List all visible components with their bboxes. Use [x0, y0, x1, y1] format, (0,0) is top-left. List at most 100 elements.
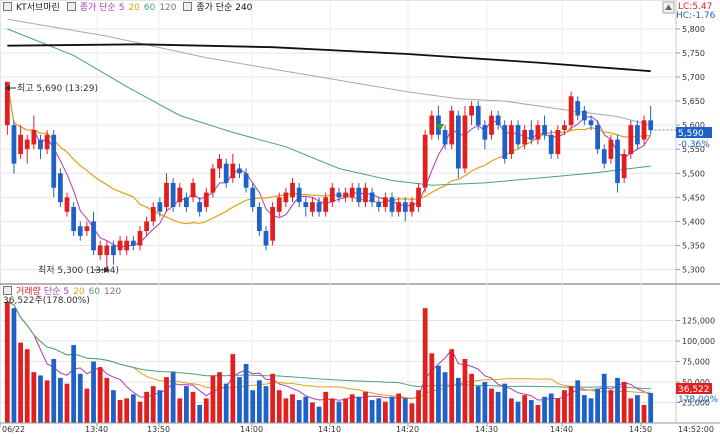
- candle-body: [489, 115, 494, 135]
- vol-ma-period-120: 120: [104, 287, 122, 297]
- candle-body: [177, 187, 183, 203]
- ma240-toggle-icon[interactable]: [183, 2, 193, 11]
- time-label: 06/22: [2, 425, 25, 434]
- candle-body: [329, 187, 335, 203]
- price-panel[interactable]: [0, 0, 677, 285]
- volume-bar: [416, 390, 421, 423]
- candle-body: [641, 120, 647, 140]
- candle-body: [44, 134, 50, 150]
- volume-bar: [303, 396, 309, 423]
- volume-value: 36,522주(178.00%): [3, 296, 90, 306]
- volume-bar: [38, 375, 43, 423]
- candle-body: [396, 202, 402, 212]
- volume-bar: [429, 353, 435, 423]
- ma-label[interactable]: 종가 단순: [79, 3, 116, 13]
- volume-bar: [442, 372, 448, 423]
- time-label: 14:40: [550, 425, 573, 434]
- candle-body: [270, 206, 276, 241]
- volume-bar: [502, 383, 508, 423]
- volume-bar: [581, 395, 587, 423]
- volume-bar: [329, 398, 335, 423]
- ma-period-5: 5: [118, 3, 125, 13]
- time-label: 13:40: [85, 425, 108, 434]
- candle-body: [495, 115, 501, 126]
- candle-body: [615, 139, 620, 183]
- candle-body: [296, 187, 302, 203]
- volume-bar: [117, 400, 123, 423]
- candle-body: [588, 120, 594, 126]
- stock-name[interactable]: KT서브마린: [16, 3, 60, 13]
- candle-body: [144, 221, 149, 232]
- candle-body: [64, 197, 70, 212]
- candle-body: [250, 187, 256, 207]
- low-label: 최저 5,300 (13:44): [38, 265, 119, 276]
- candle-body: [535, 125, 541, 140]
- candle-body: [77, 226, 83, 236]
- volume-bar: [137, 401, 143, 423]
- scroll-up-icon[interactable]: [662, 1, 675, 14]
- candle-body: [469, 105, 474, 116]
- volume-bar: [203, 398, 209, 423]
- volume-bar: [77, 373, 83, 423]
- price-tag-box: [676, 127, 712, 138]
- volume-bar: [621, 382, 627, 423]
- price-tick-label: 5,800: [682, 25, 705, 34]
- ma-toggle-icon[interactable]: [66, 2, 76, 11]
- volume-bar: [641, 404, 647, 423]
- candle-body: [150, 206, 156, 222]
- candle-body: [628, 125, 634, 155]
- time-label: 13:50: [147, 425, 170, 434]
- volume-bar: [356, 396, 362, 423]
- volume-bar: [31, 372, 37, 423]
- volume-bar: [389, 396, 395, 423]
- candle-body: [343, 192, 348, 198]
- time-label: 14:00: [240, 425, 263, 434]
- volume-bar: [402, 398, 408, 423]
- volume-tag-box: [676, 383, 712, 394]
- volume-tick-label: 25,000: [682, 399, 710, 408]
- candle-body: [442, 129, 448, 145]
- candle-body: [276, 197, 282, 212]
- candle-body: [124, 240, 130, 251]
- candle-body: [18, 134, 23, 155]
- vol-ma-period-5: 5: [63, 287, 70, 297]
- candle-body: [509, 125, 514, 155]
- candle-body: [323, 197, 329, 212]
- candle-body: [203, 192, 209, 207]
- volume-bar: [376, 398, 382, 423]
- candle-body: [621, 154, 627, 179]
- candle-body: [369, 192, 375, 203]
- candle-body: [157, 202, 163, 212]
- high-label: 최고 5,690 (13:29): [17, 83, 98, 94]
- candle-body: [416, 187, 421, 207]
- volume-bar: [515, 401, 521, 423]
- volume-bar: [296, 400, 302, 423]
- volume-ma-label: 단순: [43, 287, 61, 297]
- candle-body: [97, 245, 103, 256]
- candle-body: [237, 168, 242, 174]
- volume-tick-label: 50,000: [682, 378, 710, 387]
- volume-bar: [555, 398, 561, 423]
- volume-bar: [170, 372, 176, 423]
- candle-body: [104, 245, 110, 256]
- candle-body: [71, 206, 77, 232]
- candle-body: [528, 129, 534, 140]
- volume-bar: [595, 388, 601, 423]
- volume-bar: [482, 382, 488, 423]
- candle-body: [190, 182, 196, 198]
- ma120-line: [7, 18, 651, 126]
- candle-body: [197, 202, 203, 212]
- time-label-current: 14:52:00: [678, 425, 714, 434]
- signal-marker-icon: [436, 124, 444, 131]
- volume-bar: [528, 400, 534, 423]
- volume-bar: [522, 395, 528, 423]
- volume-toggle-icon[interactable]: [3, 286, 12, 295]
- volume-bar: [84, 388, 90, 423]
- volume-title[interactable]: 거래량: [16, 287, 41, 297]
- ma240-label[interactable]: 종가 단순 240: [196, 3, 253, 13]
- candle-body: [230, 163, 236, 179]
- candle-body: [548, 134, 554, 155]
- legend-toggle-icon[interactable]: [3, 2, 12, 11]
- hc-value: HC:-1.76: [676, 11, 716, 21]
- volume-bar: [396, 393, 402, 423]
